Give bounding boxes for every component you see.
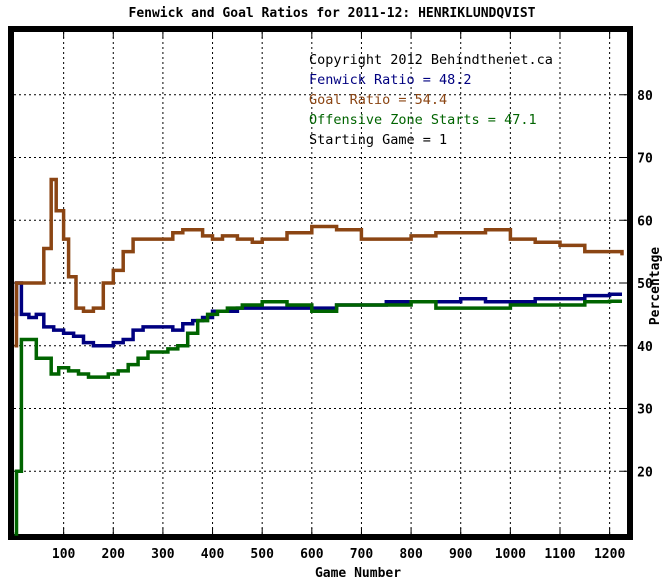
tick-layer: 100 200 300 400 500 600 700 800 900 1000 1100 1200 2… — [52, 32, 653, 562]
x-tick-label: 1000 — [495, 547, 526, 562]
x-tick-label: 200 — [102, 547, 126, 562]
y-axis-label: Percentage — [648, 247, 663, 325]
annotation-layer: Copyright 2012 Behindthenet.ca Fenwick Ra… — [309, 52, 553, 148]
y-tick-label: 30 — [637, 403, 653, 418]
plot-frame — [8, 26, 633, 540]
x-tick-label: 1100 — [544, 547, 575, 562]
x-tick-label: 900 — [449, 547, 473, 562]
chart-title: Fenwick and Goal Ratios for 2011-12: HEN… — [129, 6, 536, 21]
x-tick-label: 1200 — [594, 547, 625, 562]
annotation-line: Fenwick Ratio = 48.2 — [309, 72, 472, 88]
y-tick-label: 50 — [637, 277, 653, 292]
annotation-line: Starting Game = 1 — [309, 132, 447, 148]
x-tick-label: 300 — [151, 547, 175, 562]
y-tick-label: 20 — [637, 465, 653, 480]
grid-layer — [14, 32, 627, 534]
x-axis-label: Game Number — [315, 566, 401, 580]
x-tick-label: 500 — [250, 547, 274, 562]
x-tick-label: 600 — [300, 547, 324, 562]
series-line-0 — [14, 281, 622, 348]
x-tick-label: 100 — [52, 547, 76, 562]
x-tick-label: 400 — [201, 547, 225, 562]
x-tick-label: 700 — [350, 547, 374, 562]
annotation-line: Offensive Zone Starts = 47.1 — [309, 112, 537, 128]
y-tick-label: 60 — [637, 214, 653, 229]
series-layer — [14, 177, 624, 536]
y-tick-label: 40 — [637, 340, 653, 355]
series-line-2 — [14, 299, 622, 536]
y-tick-label: 70 — [637, 152, 653, 167]
x-tick-label: 800 — [399, 547, 423, 562]
annotation-line: Goal Ratio = 54.4 — [309, 92, 447, 108]
y-tick-label: 80 — [637, 89, 653, 104]
series-line-1 — [14, 177, 624, 348]
annotation-line: Copyright 2012 Behindthenet.ca — [309, 52, 553, 68]
